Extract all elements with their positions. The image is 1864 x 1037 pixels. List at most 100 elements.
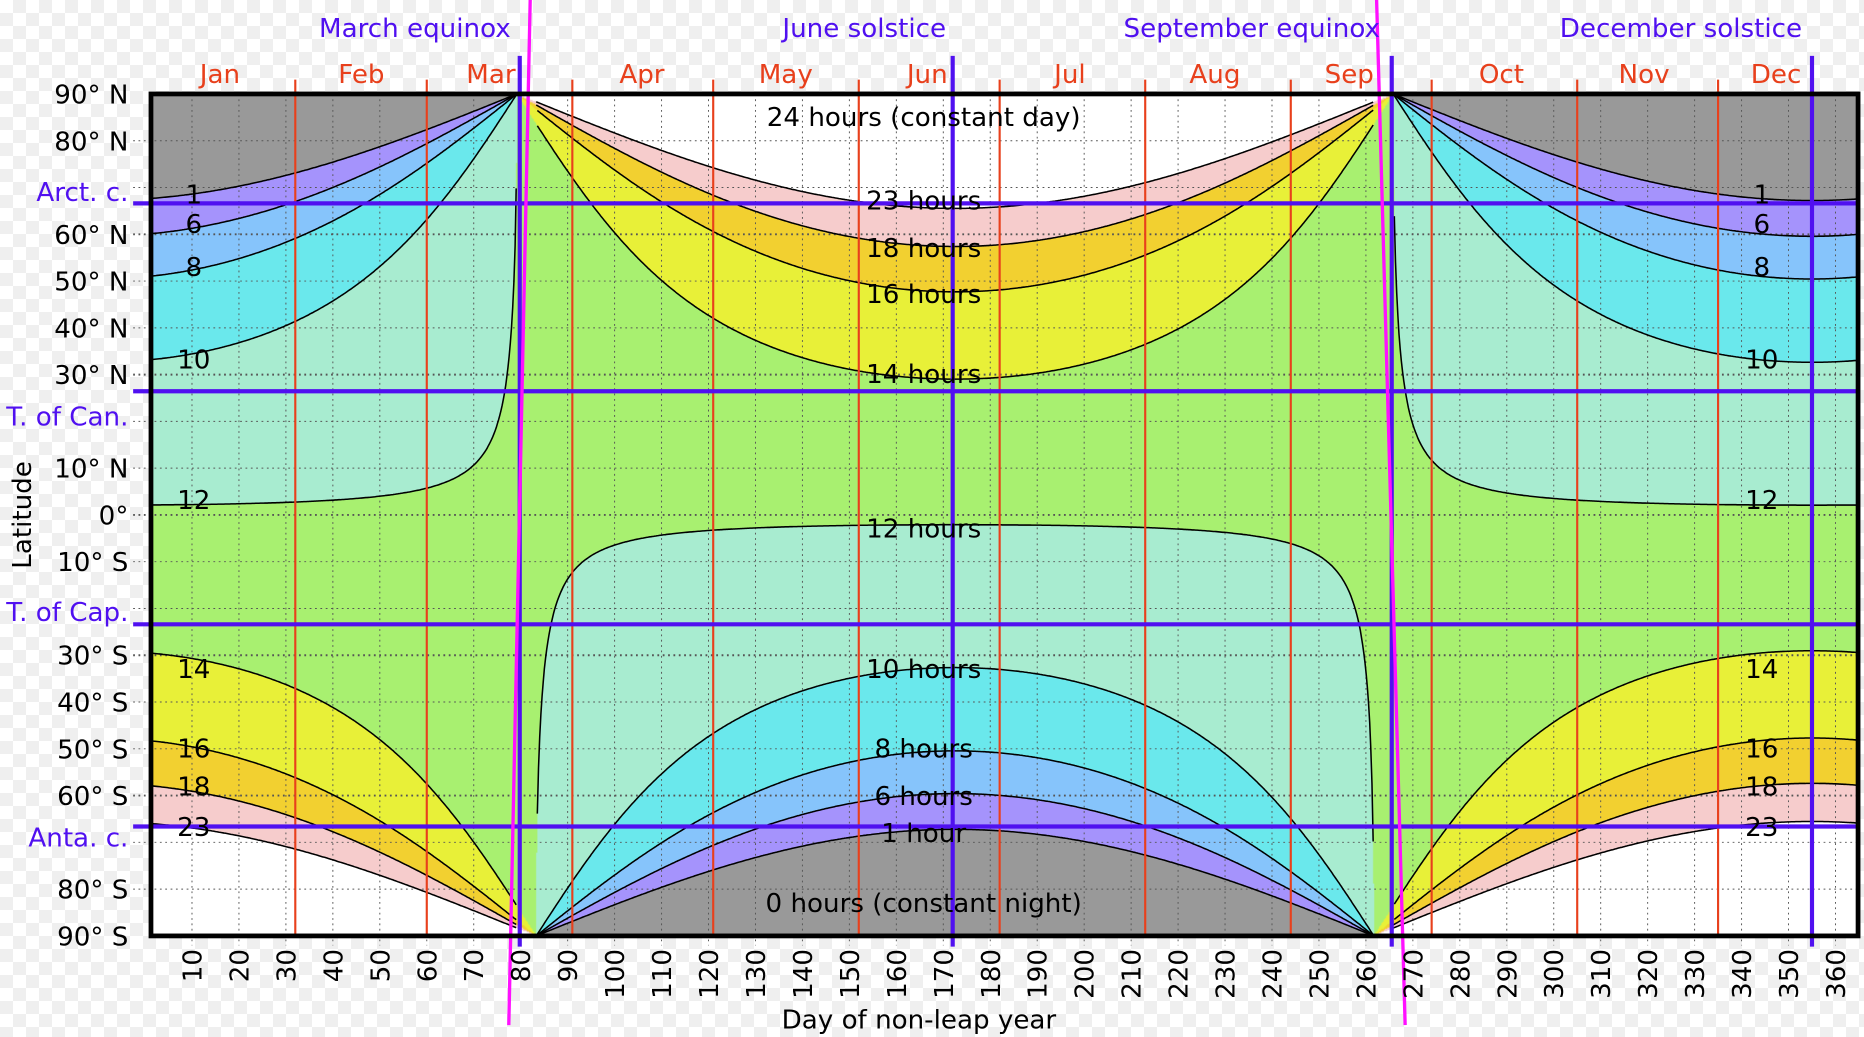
contour-label-center: 10 hours [866,655,981,685]
contour-label-center: 14 hours [866,360,981,390]
x-tick-label: 340 [1728,949,1758,999]
x-tick-label: 300 [1540,949,1570,999]
x-tick-label: 20 [225,949,255,982]
x-tick-label: 280 [1446,949,1476,999]
contour-label-left: 10 [177,346,210,376]
contour-12h [151,188,1859,842]
y-tick-label: 50° N [54,268,128,298]
x-tick-label: 210 [1118,949,1148,999]
y-tick-label: 40° N [54,314,128,344]
circle-label: Anta. c. [28,824,128,854]
contour-label-center: 18 hours [866,234,981,264]
contour-label-left: 18 [177,773,210,803]
month-label: May [759,60,813,90]
y-tick-label: 90° N [54,80,128,110]
september-equinox-line [1374,0,1407,1026]
x-tick-label: 360 [1822,949,1852,999]
y-axis-title: Latitude [8,461,38,569]
x-axis-title: Day of non-leap year [782,1006,1057,1036]
contour-label-center: 24 hours (constant day) [767,103,1081,133]
event-label: June solstice [780,14,946,44]
month-label: Jul [1052,60,1086,90]
month-label: Dec [1751,60,1802,90]
x-tick-label: 150 [836,949,866,999]
x-tick-label: 80 [507,949,537,982]
contour-label-left: 1 [185,180,202,210]
x-tick-label: 70 [460,949,490,982]
labels: 10 20 30 40 50 60 70 80 90 100 110 120 130 140 150 160 1… [5,14,1852,999]
x-tick-label: 50 [366,949,396,982]
event-label: March equinox [319,14,511,44]
contour-label-center: 16 hours [866,280,981,310]
x-tick-label: 200 [1071,949,1101,999]
month-label: Aug [1189,60,1240,90]
y-tick-label: 40° S [57,689,128,719]
contour-label-center: 1 hour [881,819,966,849]
contour-lines [151,93,1859,937]
x-tick-label: 170 [930,949,960,999]
plot-border [148,91,1861,939]
y-tick-label: 60° S [57,782,128,812]
march-equinox-line [507,0,532,1026]
circle-label: T. of Can. [5,403,128,433]
grid [133,93,1859,946]
x-tick-label: 140 [789,949,819,999]
y-tick-label: 60° N [54,221,128,251]
y-tick-label: 30° S [57,642,128,672]
contour-label-right: 10 [1745,346,1778,376]
contour-label-right: 23 [1745,813,1778,843]
month-label: Jun [905,60,948,90]
x-tick-label: 120 [695,949,725,999]
x-tick-label: 10 [179,949,209,982]
circle-label: Arct. c. [36,178,128,208]
contour-label-right: 18 [1745,773,1778,803]
y-tick-label: 80° S [57,876,128,906]
event-label: December solstice [1560,14,1802,44]
y-tick-label: 30° N [54,361,128,391]
x-tick-label: 60 [413,949,443,982]
contour-label-center: 6 hours [874,782,972,812]
event-label: September equinox [1124,14,1380,44]
month-lines [294,79,1720,936]
event-lines [133,0,1859,1026]
month-label: Feb [338,60,384,90]
contour-label-center: 12 hours [866,515,981,545]
x-tick-label: 90 [554,949,584,982]
contour-14h [151,124,1859,906]
contour-10h [151,94,1859,936]
month-label: Mar [466,60,516,90]
x-tick-label: 260 [1352,949,1382,999]
contour-16h [151,109,1859,921]
x-tick-label: 110 [648,949,678,999]
circle-label: T. of Cap. [5,598,128,628]
x-tick-label: 130 [742,949,772,999]
contour-label-left: 6 [185,210,202,240]
contour-label-center: 23 hours [866,186,981,216]
contour-label-left: 8 [185,253,202,283]
y-tick-label: 80° N [54,127,128,157]
x-tick-label: 290 [1493,949,1523,999]
contour-label-right: 6 [1753,210,1770,240]
x-tick-label: 350 [1775,949,1805,999]
contour-label-left: 16 [177,735,210,765]
contour-label-right: 1 [1753,180,1770,210]
month-label: Oct [1479,60,1524,90]
x-tick-label: 180 [977,949,1007,999]
month-label: Nov [1619,60,1670,90]
contour-label-left: 12 [177,486,210,516]
contour-label-right: 12 [1745,486,1778,516]
x-tick-label: 240 [1259,949,1289,999]
y-tick-label: 0° [99,501,129,531]
contour-1h [151,93,1859,937]
x-tick-label: 220 [1165,949,1195,999]
x-tick-label: 190 [1024,949,1054,999]
y-tick-label: 50° S [57,735,128,765]
contour-8h [151,93,1859,936]
contour-label-left: 23 [177,813,210,843]
contour-label-center: 8 hours [874,735,972,765]
x-tick-label: 250 [1305,949,1335,999]
contour-label-left: 14 [177,655,210,685]
month-label: Jan [198,60,240,90]
